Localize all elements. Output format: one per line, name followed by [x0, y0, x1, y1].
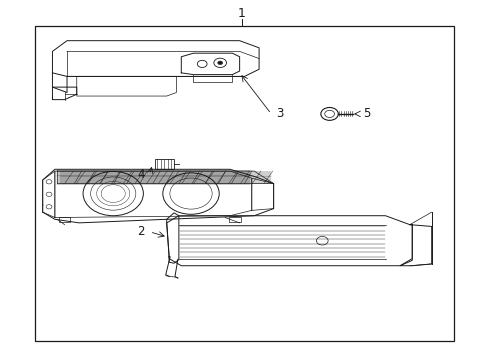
Text: 2: 2 [137, 225, 144, 238]
Bar [228, 217, 240, 222]
Bar [59, 217, 70, 222]
Bar [155, 158, 173, 169]
Text: 5: 5 [363, 107, 370, 120]
Text: 1: 1 [238, 8, 245, 21]
Bar [35, 26, 453, 341]
Text: 3: 3 [276, 107, 283, 120]
Text: 4: 4 [137, 168, 144, 181]
Circle shape [217, 61, 222, 64]
